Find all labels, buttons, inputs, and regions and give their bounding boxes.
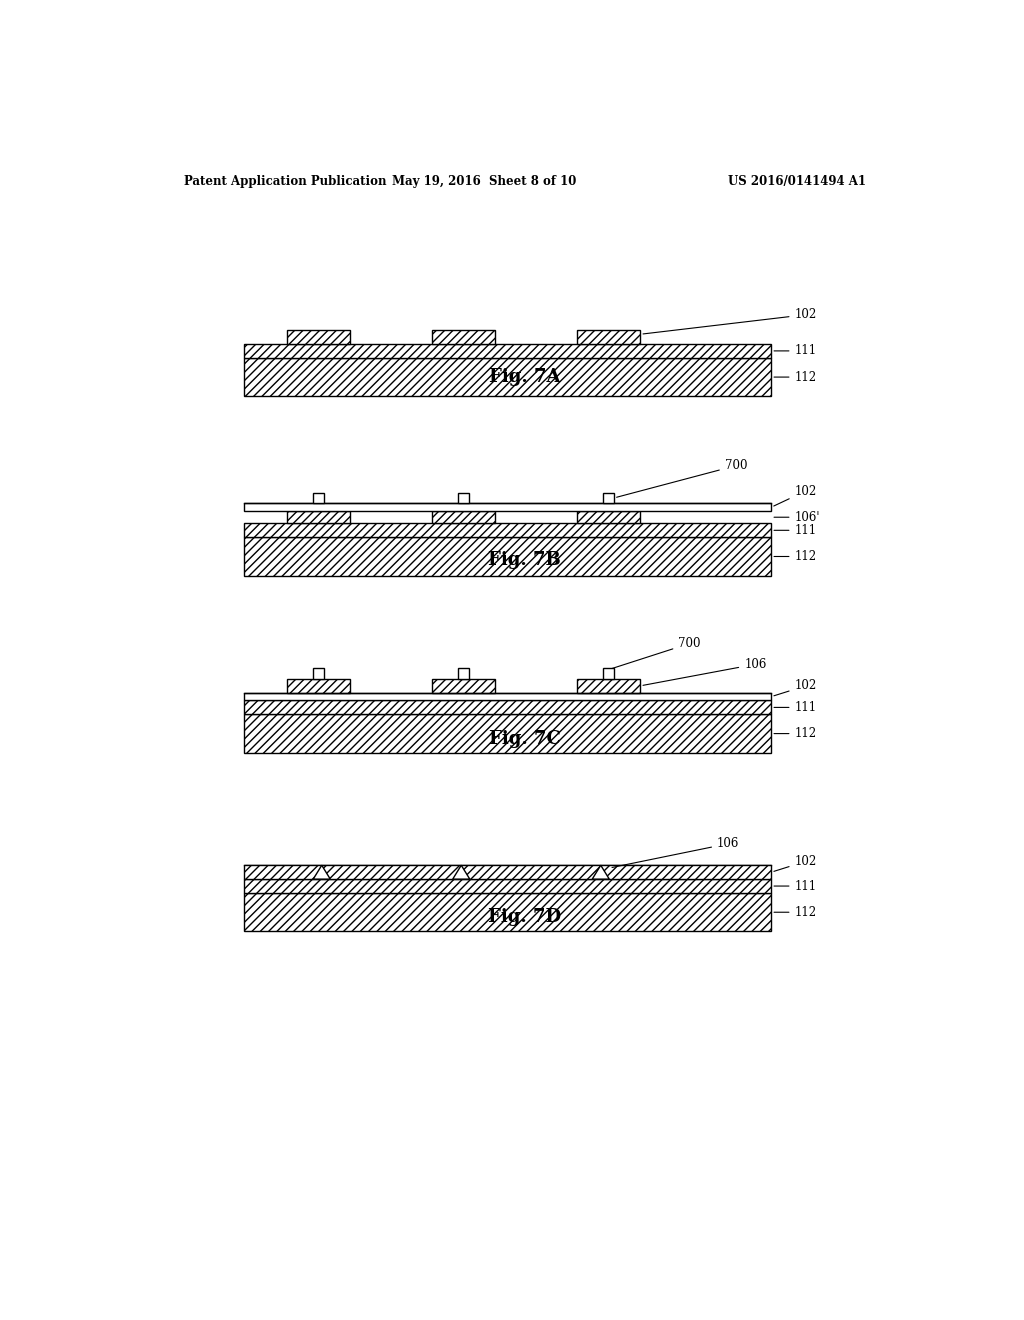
Text: 102: 102 [774,855,817,871]
Bar [245,894,771,932]
Bar [313,492,324,503]
Text: 102: 102 [774,680,817,696]
Text: 111: 111 [774,879,816,892]
Text: 112: 112 [774,727,816,741]
Text: Fig. 7C: Fig. 7C [488,730,561,747]
Bar [287,330,350,345]
Text: Patent Application Publication: Patent Application Publication [183,176,386,189]
Text: 112: 112 [774,550,816,564]
Bar [577,511,640,524]
Text: US 2016/0141494 A1: US 2016/0141494 A1 [728,176,866,189]
Bar [245,879,771,894]
Bar [245,503,771,511]
Bar [287,511,350,524]
Text: 102: 102 [643,308,817,334]
Bar [458,492,469,503]
Bar [245,358,771,396]
Text: 106: 106 [643,657,767,685]
Polygon shape [313,866,331,879]
Text: Fig. 7D: Fig. 7D [488,908,561,925]
Bar [245,345,771,358]
Text: Fig. 7A: Fig. 7A [489,368,560,385]
Bar [245,537,771,576]
Bar [245,523,771,537]
Text: 700: 700 [606,638,700,671]
Text: 111: 111 [774,524,816,537]
Bar [577,678,640,693]
Polygon shape [592,866,609,879]
Text: Fig. 7B: Fig. 7B [488,552,561,569]
Bar [245,693,771,701]
Bar [603,668,614,678]
Text: 106: 106 [612,837,739,867]
Bar [245,701,771,714]
Bar [245,714,771,752]
Bar [603,492,614,503]
Bar [287,678,350,693]
Bar [245,866,771,879]
Text: 112: 112 [774,371,816,384]
Bar [432,511,496,524]
Bar [458,668,469,678]
Text: 112: 112 [774,906,816,919]
Text: 700: 700 [616,459,748,498]
Text: May 19, 2016  Sheet 8 of 10: May 19, 2016 Sheet 8 of 10 [392,176,577,189]
Polygon shape [453,866,470,879]
Bar [313,668,324,678]
Text: 111: 111 [774,701,816,714]
Bar [432,678,496,693]
Bar [577,330,640,345]
Text: 102: 102 [774,484,817,506]
Bar [432,330,496,345]
Text: 111: 111 [774,345,816,358]
Text: 106': 106' [774,511,820,524]
